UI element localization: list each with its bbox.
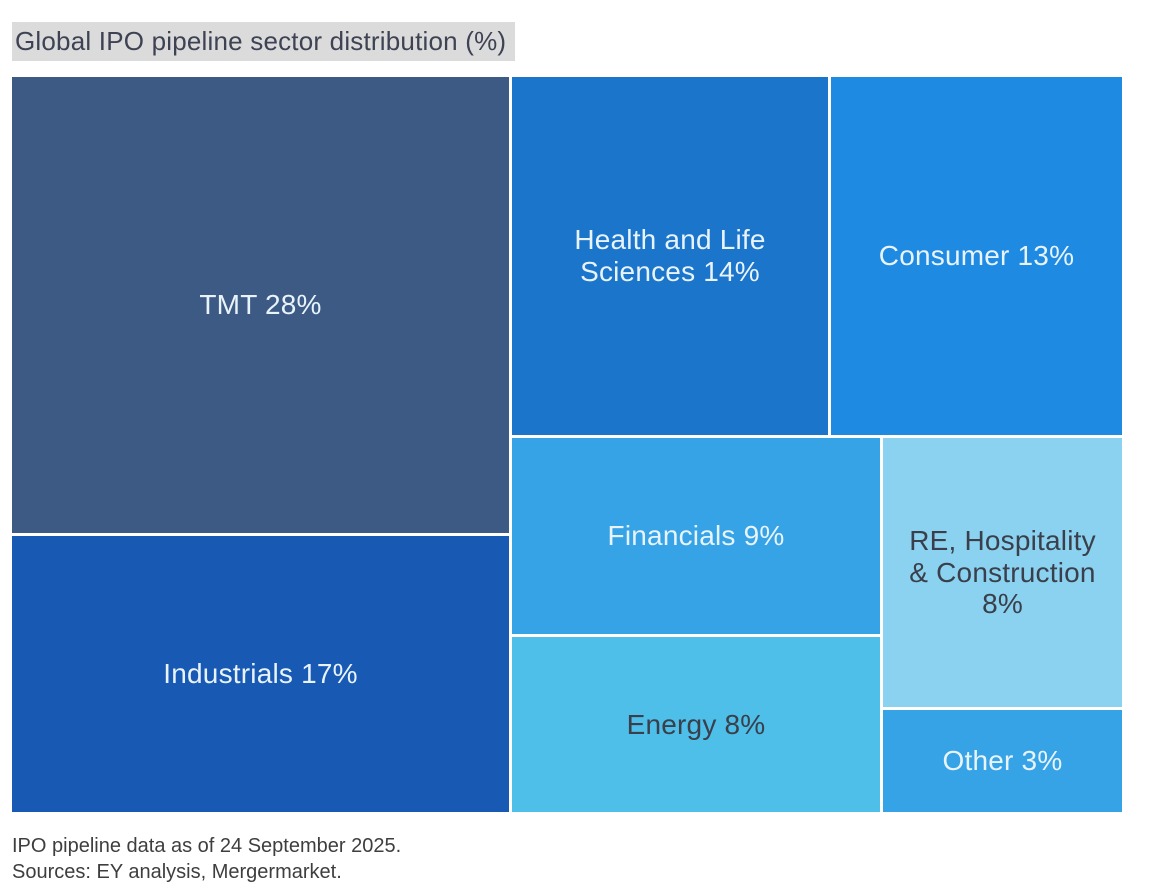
treemap-cell-label: Energy 8% xyxy=(626,708,766,740)
treemap-cell-industrials: Industrials 17% xyxy=(12,536,509,812)
treemap-cell-consumer: Consumer 13% xyxy=(831,77,1122,435)
treemap-cell-label: Financials 9% xyxy=(607,520,785,552)
treemap-cell-label: Industrials 17% xyxy=(163,658,358,690)
chart-footnote: IPO pipeline data as of 24 September 202… xyxy=(12,833,401,885)
footnote-line-sources: Sources: EY analysis, Mergermarket. xyxy=(12,861,342,883)
treemap-cell-label: Other 3% xyxy=(942,745,1063,777)
treemap-cell-label: TMT 28% xyxy=(199,289,322,321)
treemap-cell-re-hospitality-construction: RE, Hospitality & Construction 8% xyxy=(883,438,1122,707)
treemap-cell-label: Consumer 13% xyxy=(878,240,1075,272)
footnote-line-data-date: IPO pipeline data as of 24 September 202… xyxy=(12,835,402,857)
treemap-cell-health-and-life-sciences: Health and Life Sciences 14% xyxy=(512,77,828,435)
treemap-cell-label: RE, Hospitality & Construction 8% xyxy=(909,525,1096,620)
chart-title: Global IPO pipeline sector distribution … xyxy=(12,22,516,61)
treemap-cell-financials: Financials 9% xyxy=(512,438,880,634)
treemap-cell-tmt: TMT 28% xyxy=(12,77,509,533)
treemap-cell-energy: Energy 8% xyxy=(512,637,880,812)
treemap-cell-label: Health and Life Sciences 14% xyxy=(574,224,766,287)
treemap-cell-other: Other 3% xyxy=(883,710,1122,812)
